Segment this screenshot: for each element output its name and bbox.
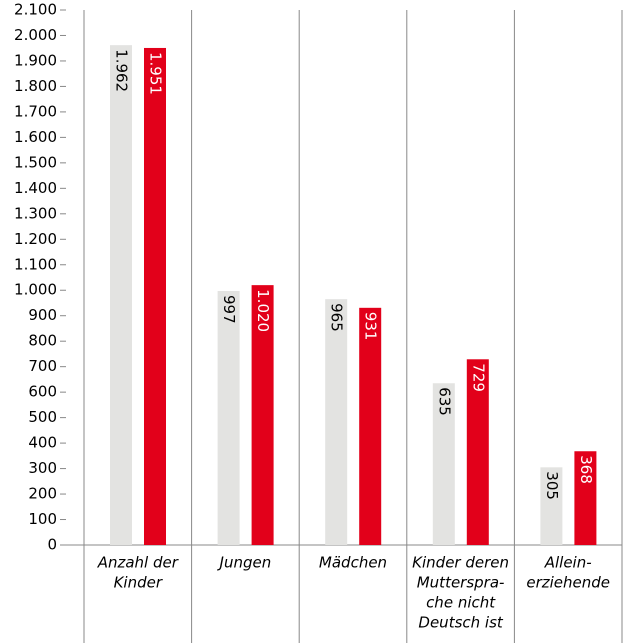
y-tick-label: 800 [28, 332, 57, 350]
bar [466, 359, 489, 545]
bar [110, 45, 132, 546]
y-tick-label: 500 [28, 408, 57, 426]
y-tick-label: 2.000 [14, 26, 57, 44]
value-label: 931 [362, 312, 380, 341]
y-tick-label: 1.000 [14, 281, 57, 299]
bar [144, 47, 166, 545]
bar [251, 285, 274, 545]
bar [217, 291, 240, 545]
bar [540, 467, 563, 545]
value-label: 1.020 [254, 289, 272, 332]
y-tick-label: 300 [28, 459, 57, 477]
y-tick-label: 1.300 [14, 204, 57, 222]
y-tick-label: 1.200 [14, 230, 57, 248]
x-tick-label: che nicht [426, 594, 496, 612]
value-label: 1.962 [113, 49, 131, 92]
y-tick-label: 1.100 [14, 255, 57, 273]
value-label: 305 [543, 471, 561, 500]
value-label: 635 [435, 387, 453, 416]
x-tick-label: Mädchen [319, 554, 387, 572]
y-tick-label: 200 [28, 485, 57, 503]
bar [574, 451, 597, 545]
x-tick-label: erziehende [526, 574, 610, 592]
y-tick-label: 1.800 [14, 77, 57, 95]
x-tick-label: Kinder deren [412, 554, 509, 572]
bar [359, 307, 382, 545]
y-tick-label: 1.600 [14, 128, 57, 146]
x-tick-label: Jungen [217, 554, 272, 572]
y-tick-label: 1.500 [14, 153, 57, 171]
y-tick-label: 0 [47, 536, 57, 554]
value-label: 997 [220, 295, 238, 324]
x-tick-label: Kinder [114, 574, 163, 592]
y-tick-label: 2.100 [14, 1, 57, 19]
y-tick-label: 600 [28, 383, 57, 401]
y-tick-label: 1.400 [14, 179, 57, 197]
value-label: 1.951 [147, 52, 165, 95]
x-tick-label: Mutterspra- [417, 574, 505, 592]
y-tick-label: 400 [28, 434, 57, 452]
x-tick-label: Allein- [544, 554, 592, 572]
x-tick-label: Deutsch ist [418, 614, 503, 632]
value-label: 368 [577, 455, 595, 484]
bar [325, 299, 348, 545]
y-tick-label: 1.900 [14, 51, 57, 69]
value-label: 729 [469, 363, 487, 392]
value-label: 965 [328, 303, 346, 332]
y-tick-label: 1.700 [14, 102, 57, 120]
y-tick-label: 700 [28, 357, 57, 375]
y-tick-label: 100 [28, 510, 57, 528]
x-tick-label: Anzahl der [97, 554, 179, 572]
bar [432, 383, 455, 545]
y-tick-label: 900 [28, 306, 57, 324]
